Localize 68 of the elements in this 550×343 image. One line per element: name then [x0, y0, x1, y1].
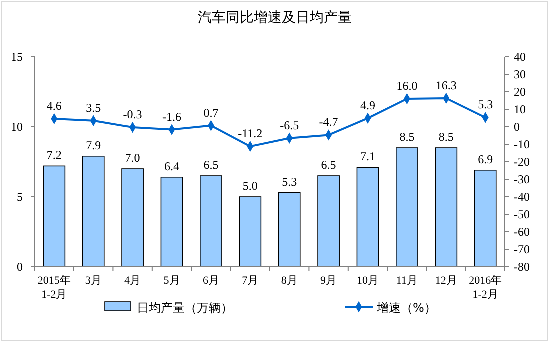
legend-label: 日均产量（万辆）	[137, 301, 233, 315]
data-label: 4.9	[360, 98, 376, 112]
bar	[356, 167, 380, 268]
x-tick-label: 11月	[396, 275, 418, 287]
data-label: 6.5	[321, 158, 336, 172]
data-label: -0.3	[123, 108, 142, 122]
data-label: 16.3	[436, 78, 457, 92]
bar	[278, 192, 301, 268]
x-tick-label: 12月	[435, 275, 458, 287]
data-label: 6.5	[204, 158, 219, 172]
data-label: 16.0	[396, 79, 418, 93]
y2-tick-label: -80	[514, 260, 530, 274]
bar	[396, 148, 418, 268]
bar	[43, 166, 66, 268]
y2-tick-label: -40	[514, 190, 530, 204]
y2-tick-label: -70	[514, 242, 530, 256]
y2-tick-label: 40	[514, 50, 526, 64]
x-tick-label: 3月	[85, 275, 102, 287]
data-label: 5.3	[282, 174, 298, 189]
data-label: -4.7	[319, 115, 338, 130]
data-label: 8.5	[438, 130, 454, 144]
bar	[160, 177, 184, 268]
data-label: 7.1	[360, 150, 376, 164]
x-tick-label: 10月	[357, 275, 379, 287]
data-label: 3.5	[86, 100, 102, 115]
y-tick-label: 0	[17, 260, 23, 274]
data-label: -11.2	[238, 126, 263, 141]
data-label: 6.9	[478, 152, 494, 166]
y-tick-label: 10	[11, 120, 23, 134]
bar	[318, 176, 340, 268]
y2-tick-label: -20	[514, 155, 530, 169]
data-label: 7.2	[46, 148, 62, 162]
y2-tick-label: 20	[514, 85, 526, 99]
y-tick-label: 15	[11, 50, 23, 64]
data-label: -1.6	[162, 110, 182, 124]
data-label: 7.0	[125, 151, 140, 165]
x-tick-label: 2016年 1-2月	[469, 275, 502, 301]
data-label: 0.7	[204, 106, 219, 120]
y2-tick-label: 30	[514, 68, 526, 82]
data-label: 6.4	[164, 159, 180, 174]
y2-tick-label: -60	[514, 225, 530, 239]
bar	[122, 168, 144, 268]
bar	[82, 156, 105, 268]
y-tick-label: 5	[17, 190, 23, 204]
y2-tick-label: -50	[514, 208, 530, 222]
data-label: 5.3	[478, 98, 494, 112]
x-tick-label: 5月	[164, 275, 180, 287]
x-tick-label: 8月	[281, 275, 298, 287]
x-tick-label: 6月	[202, 275, 220, 287]
x-tick-label: 9月	[320, 275, 338, 287]
data-label: 8.5	[400, 130, 415, 144]
data-label: -6.5	[280, 118, 300, 132]
data-label: 5.0	[242, 179, 258, 193]
y2-tick-label: 10	[514, 102, 526, 116]
y2-tick-label: 0	[514, 120, 520, 134]
bar	[435, 148, 458, 268]
legend-label: 增速（%）	[376, 301, 436, 315]
x-tick-label: 4月	[124, 275, 142, 287]
bar	[239, 196, 262, 268]
bar	[200, 176, 222, 268]
data-label: 4.6	[46, 98, 62, 113]
x-tick-label: 7月	[242, 275, 259, 287]
chart-title: 汽车同比增速及日均产量	[198, 10, 352, 26]
x-tick-label: 2015年 1-2月	[38, 275, 71, 301]
data-label: 7.9	[86, 138, 102, 152]
y2-tick-label: -10	[514, 138, 530, 152]
y2-tick-label: -30	[514, 172, 530, 186]
bar	[474, 170, 497, 268]
